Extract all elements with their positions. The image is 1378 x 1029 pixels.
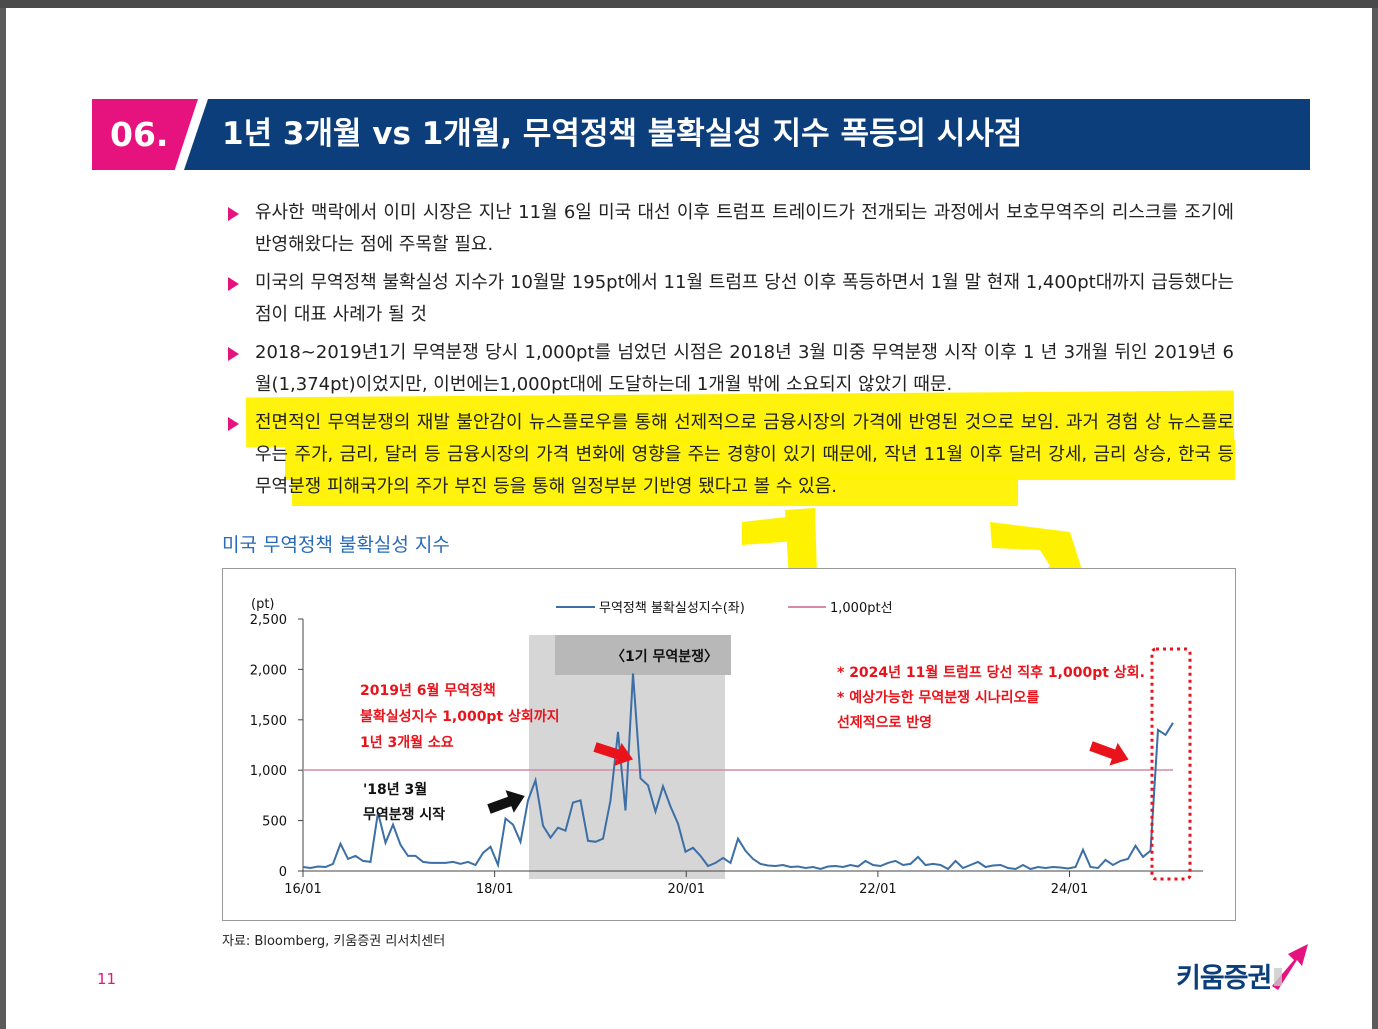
logo-text: 키움증권 <box>1176 963 1272 994</box>
bullet-item: 전면적인 무역분쟁의 재발 불안감이 뉴스플로우를 통해 선제적으로 금융시장의… <box>228 407 1234 503</box>
bullet-item: 2018~2019년1기 무역분쟁 당시 1,000pt를 넘었던 시점은 20… <box>228 337 1234 401</box>
chart-title: 미국 무역정책 불확실성 지수 <box>222 534 450 556</box>
shade-label-box <box>555 635 731 675</box>
y-unit-label: (pt) <box>251 597 275 612</box>
highlight-mark <box>285 440 1235 480</box>
bullet-icon <box>228 347 239 361</box>
y-axis: 2,500 2,000 1,500 1,000 500 0 <box>250 613 303 880</box>
section-header: 06. 1년 3개월 vs 1개월, 무역정책 불확실성 지수 폭등의 시사점 <box>92 99 1310 170</box>
legend-threshold-label: 1,000pt선 <box>830 601 893 616</box>
red-arrow-icon <box>593 742 634 766</box>
bullet-item: 유사한 맥락에서 이미 시장은 지난 11월 6일 미국 대선 이후 트럼프 트… <box>228 197 1234 261</box>
line-chart: 〈1기 무역분쟁〉 (pt) 2,5002,0001,5001,0005000 … <box>250 597 1203 897</box>
x-tick-label: 20/01 <box>668 882 705 897</box>
bullet-icon <box>228 277 239 291</box>
source-note: 자료: Bloomberg, 키움증권 리서치센터 <box>222 934 446 949</box>
chart-container: 〈1기 무역분쟁〉 (pt) 2,500 2,000 1,500 1,000 500 0 … <box>222 568 1236 921</box>
legend-series-label: 무역정책 불확실성지수(좌) <box>599 601 745 616</box>
x-tick-label: 22/01 <box>859 882 896 897</box>
x-axis: 16/01 18/01 20/01 22/01 24/01 <box>284 871 1088 897</box>
black-arrow-icon <box>487 790 525 814</box>
section-title: 1년 3개월 vs 1개월, 무역정책 불확실성 지수 폭등의 시사점 <box>222 116 1023 152</box>
annotation-2019: 2019년 6월 무역정책 불확실성지수 1,000pt 상회까지 1년 3개월… <box>360 682 564 751</box>
section-number: 06. <box>92 99 198 170</box>
company-logo: 키움증권 <box>1176 940 1316 996</box>
y-tick-label: 2,500 <box>250 613 287 628</box>
series-line <box>302 673 1174 871</box>
shade-label: 〈1기 무역분쟁〉 <box>611 648 718 665</box>
highlight-box-dotted <box>1150 647 1192 881</box>
highlight-mark <box>292 474 1018 506</box>
annotation-2018-start: '18년 3월 무역분쟁 시작 <box>363 781 445 823</box>
page-number: 11 <box>97 970 117 988</box>
y-tick-label: 2,000 <box>250 663 287 678</box>
x-tick-label: 18/01 <box>476 882 513 897</box>
red-arrow-icon <box>1089 741 1129 766</box>
bullet-item: 미국의 무역정책 불확실성 지수가 10월말 195pt에서 11월 트럼프 당… <box>228 267 1234 331</box>
bullet-icon <box>228 417 239 431</box>
logo-arrow-icon <box>1272 944 1308 990</box>
y-tick-label: 1,500 <box>250 714 287 729</box>
bullet-icon <box>228 207 239 221</box>
y-tick-label: 1,000 <box>250 764 287 779</box>
y-tick-label: 500 <box>262 815 287 830</box>
x-tick-label: 16/01 <box>284 882 321 897</box>
section-title-bar <box>184 99 1310 170</box>
x-tick-label: 24/01 <box>1051 882 1088 897</box>
y-tick-label: 0 <box>279 865 287 880</box>
annotation-2024: * 2024년 11월 트럼프 당선 직후 1,000pt 상회. * 예상가능… <box>837 664 1150 731</box>
